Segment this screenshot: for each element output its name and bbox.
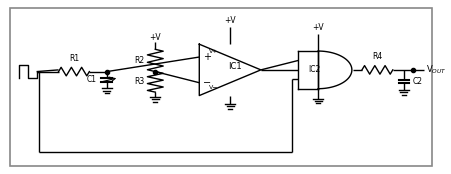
Text: IC2: IC2	[308, 65, 321, 74]
Text: +V: +V	[312, 23, 324, 32]
Text: R1: R1	[69, 54, 79, 63]
Text: +V: +V	[224, 16, 236, 25]
Text: IC1: IC1	[228, 62, 241, 71]
Text: R3: R3	[134, 77, 144, 86]
Text: C2: C2	[413, 77, 423, 85]
Text: R2: R2	[134, 56, 144, 65]
Text: +V: +V	[149, 33, 161, 42]
Text: +: +	[203, 52, 211, 62]
Text: V+: V+	[209, 49, 218, 54]
Text: C1: C1	[87, 76, 97, 85]
FancyBboxPatch shape	[10, 8, 433, 166]
Text: R4: R4	[372, 52, 382, 61]
Text: V$_{OUT}$: V$_{OUT}$	[426, 64, 446, 76]
Text: −: −	[203, 78, 211, 88]
Text: V−: V−	[209, 85, 218, 90]
